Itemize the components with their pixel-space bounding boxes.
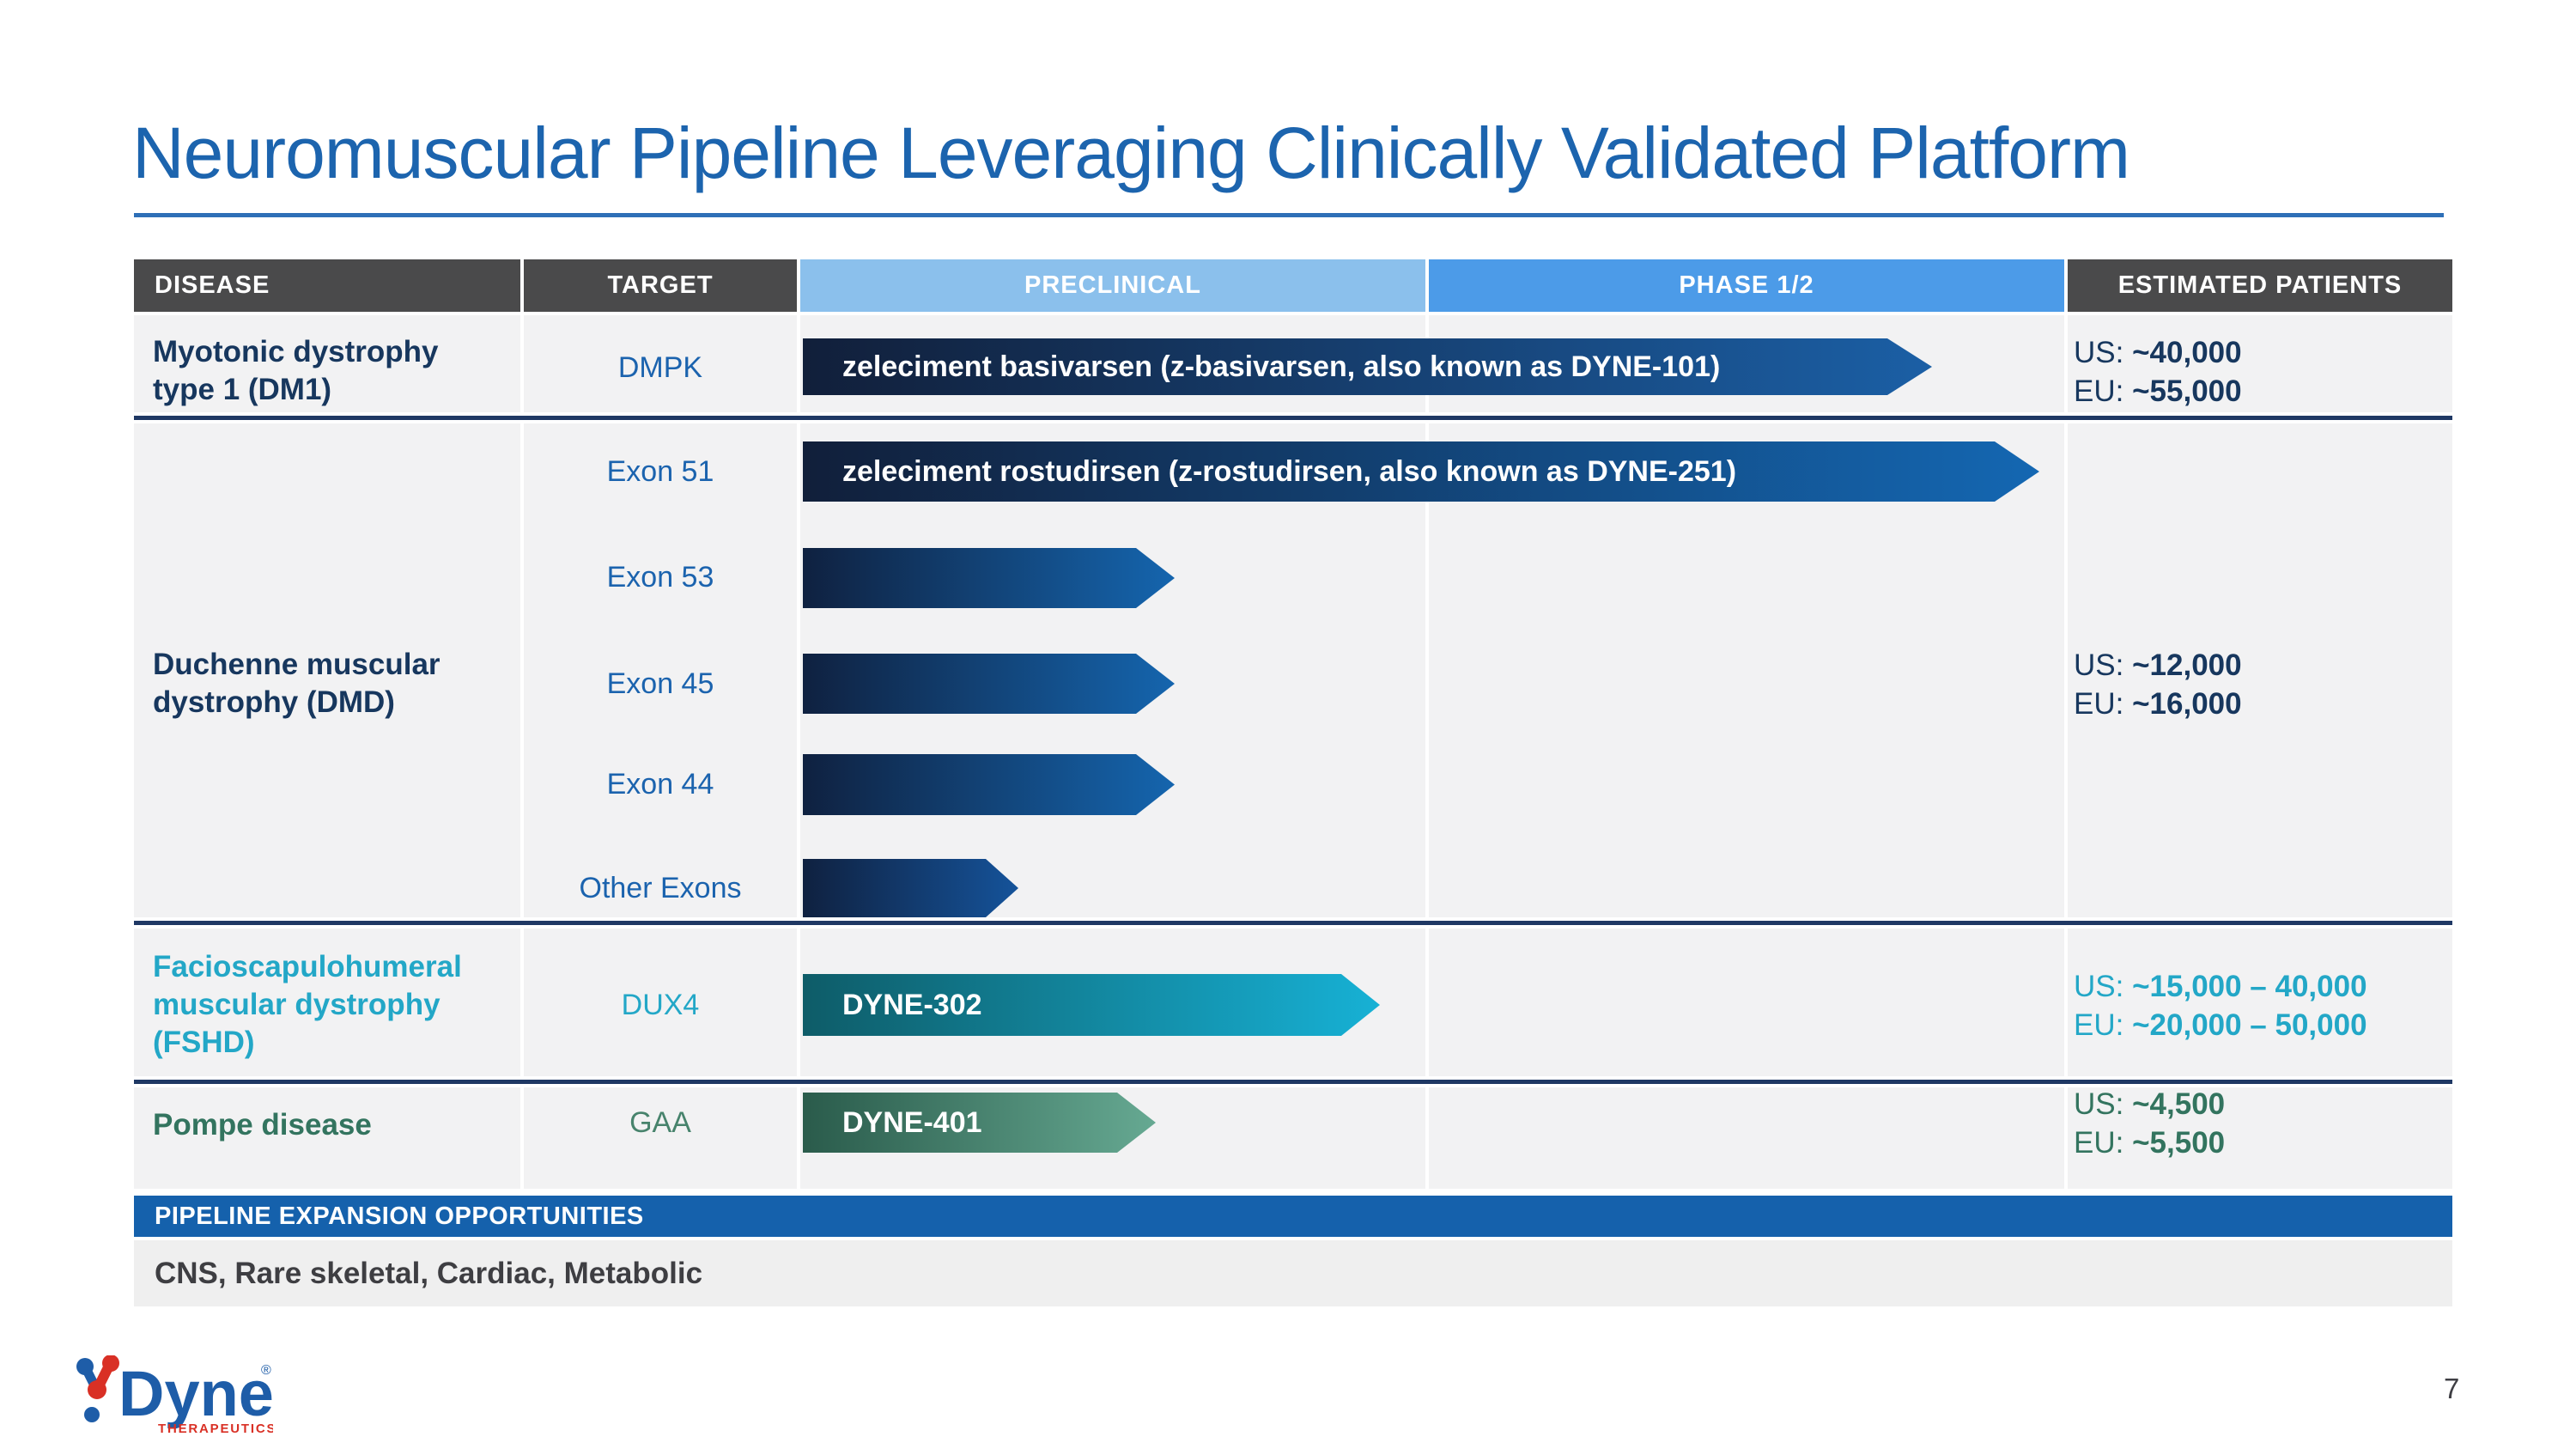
column-header-preclinical: PRECLINICAL (800, 259, 1425, 312)
target-label-exon-44: Exon 44 (606, 768, 714, 801)
column-header-phase-1-2: PHASE 1/2 (1429, 259, 2064, 312)
dyne-logo: Dyne ® THERAPEUTICS (67, 1355, 275, 1443)
dyne-molecule-icon: Dyne ® THERAPEUTICS (76, 1355, 275, 1436)
disease-label-dmd: Duchenne muscular dystrophy (DMD) (153, 648, 440, 719)
patients-us: US: ~4,500 (2074, 1087, 2226, 1121)
patients-eu: EU: ~5,500 (2074, 1126, 2226, 1160)
patients-pompe: US: ~4,500 EU: ~5,500 (2074, 1085, 2225, 1162)
patients-dm1: US: ~40,000 EU: ~55,000 (2074, 333, 2242, 411)
column-separator (2064, 312, 2068, 1189)
pipeline-bar-dyne-101: zeleciment basivarsen (z-basivarsen, als… (803, 338, 1932, 395)
patients-eu: EU: ~55,000 (2074, 374, 2242, 408)
patients-us: US: ~15,000 – 40,000 (2074, 970, 2367, 1003)
pipeline-bar-dyne-251: zeleciment rostudirsen (z-rostudirsen, a… (803, 441, 2039, 502)
target-label-gaa: GAA (629, 1106, 691, 1139)
column-header-estimated-patients: ESTIMATED PATIENTS (2068, 259, 2452, 312)
pipeline-expansion-banner: PIPELINE EXPANSION OPPORTUNITIES (134, 1196, 2452, 1237)
bar-label: zeleciment basivarsen (z-basivarsen, als… (842, 350, 1721, 383)
bar-label: DYNE-401 (842, 1105, 982, 1139)
disease-label-pompe: Pompe disease (153, 1108, 372, 1142)
disease-label-fshd: Facioscapulohumeral muscular dystrophy (… (153, 950, 462, 1059)
row-divider (134, 412, 2452, 423)
row-divider (134, 1076, 2452, 1087)
page-title: Neuromuscular Pipeline Leveraging Clinic… (132, 113, 2130, 193)
patients-us: US: ~40,000 (2074, 336, 2242, 369)
pipeline-bar-exon-53 (803, 548, 1175, 608)
bar-label: zeleciment rostudirsen (z-rostudirsen, a… (842, 454, 1737, 488)
target-label-exon-51: Exon 51 (606, 455, 714, 488)
title-underline (134, 213, 2444, 217)
brand-wordmark: Dyne (118, 1358, 273, 1429)
patients-eu: EU: ~16,000 (2074, 687, 2242, 721)
page-number: 7 (2444, 1373, 2460, 1404)
target-label-dux4: DUX4 (621, 989, 700, 1021)
target-label-exon-53: Exon 53 (606, 561, 714, 594)
target-label-other-exons: Other Exons (579, 872, 742, 904)
column-header-target: TARGET (524, 259, 797, 312)
pipeline-bar-other-exons (803, 859, 1018, 917)
patients-eu: EU: ~20,000 – 50,000 (2074, 1008, 2367, 1042)
row-divider (134, 917, 2452, 928)
pipeline-bar-dyne-401: DYNE-401 (803, 1093, 1156, 1153)
pipeline-bar-exon-44 (803, 754, 1175, 815)
column-separator (797, 312, 800, 1189)
expansion-areas: CNS, Rare skeletal, Cardiac, Metabolic (134, 1240, 2452, 1306)
pipeline-bar-exon-45 (803, 654, 1175, 714)
disease-label-dm1: Myotonic dystrophy type 1 (DM1) (153, 335, 439, 406)
patients-us: US: ~12,000 (2074, 648, 2242, 682)
column-separator (520, 312, 524, 1189)
target-label-exon-45: Exon 45 (606, 667, 714, 700)
logo-subtitle: THERAPEUTICS (158, 1422, 273, 1436)
column-separator (1425, 312, 1429, 1189)
target-label-dmpk: DMPK (617, 351, 703, 384)
patients-dmd: US: ~12,000 EU: ~16,000 (2074, 646, 2242, 723)
pipeline-bar-dyne-302: DYNE-302 (803, 974, 1380, 1036)
bar-label: DYNE-302 (842, 988, 982, 1021)
patients-fshd: US: ~15,000 – 40,000 EU: ~20,000 – 50,00… (2074, 967, 2367, 1044)
column-header-disease: DISEASE (134, 259, 520, 312)
registered-mark: ® (261, 1363, 271, 1378)
